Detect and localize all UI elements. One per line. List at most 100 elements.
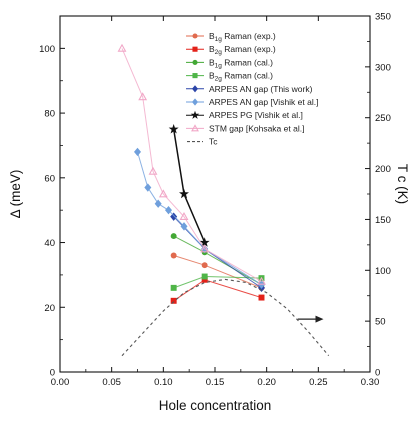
y-left-axis-title: Δ (meV) <box>8 170 23 219</box>
data-point <box>180 222 188 231</box>
x-tick-label: 0.30 <box>361 377 380 388</box>
legend-label-main: ARPES AN gap [Vishik et al.] <box>209 97 318 107</box>
series-3 <box>170 273 265 291</box>
legend-marker <box>192 46 198 52</box>
y-right-tick-label: 300 <box>375 62 391 73</box>
legend-entry: B1g Raman (cal.) <box>186 57 273 69</box>
legend-label: STM gap [Kohsaka et al.] <box>209 123 304 133</box>
legend-marker <box>192 85 198 93</box>
legend-entry: ARPES PG [Vishik et al.] <box>186 110 303 120</box>
legend-marker <box>192 98 198 106</box>
data-point <box>134 147 141 157</box>
legend-marker <box>191 124 199 132</box>
series-line <box>137 151 262 286</box>
data-point <box>179 212 189 221</box>
legend-label-main: ARPES AN gap (This work) <box>209 84 313 94</box>
series-1 <box>170 276 265 304</box>
x-tick-label: 0.00 <box>51 377 70 388</box>
data-point <box>154 199 162 208</box>
x-tick-label: 0.05 <box>102 377 121 388</box>
legend-label-rest: Raman (cal.) <box>222 57 273 67</box>
series-line <box>121 278 330 357</box>
legend: B1g Raman (exp.)B2g Raman (exp.)B1g Rama… <box>186 31 318 147</box>
data-point <box>200 244 210 253</box>
x-axis-title: Hole concentration <box>159 398 272 413</box>
legend-entry: B1g Raman (exp.) <box>186 31 276 43</box>
legend-entry: ARPES AN gap (This work) <box>186 84 313 94</box>
legend-label-main: B <box>209 44 215 54</box>
legend-label: ARPES AN gap (This work) <box>209 84 313 94</box>
data-point <box>168 124 179 134</box>
legend-label: B2g Raman (exp.) <box>209 44 276 56</box>
tick-layer: 0.00 0.05 0.10 0.15 0.20 0.25 0.30020406080100… <box>39 12 391 389</box>
y-right-tick-label: 100 <box>375 266 391 277</box>
legend-label-sub: 2g <box>215 49 223 56</box>
data-point <box>170 297 177 304</box>
data-point <box>158 189 168 198</box>
legend-marker <box>190 110 200 119</box>
data-point <box>138 92 148 101</box>
y-right-tick-label: 250 <box>375 113 391 124</box>
data-point <box>179 188 189 199</box>
legend-label-main: ARPES PG [Vishik et al.] <box>209 110 303 120</box>
x-tick-label: 0.10 <box>154 377 173 388</box>
y-left-tick-label: 0 <box>50 368 55 379</box>
y-right-axis-title: T c (K) <box>395 164 410 204</box>
legend-entry: B2g Raman (exp.) <box>186 44 276 56</box>
series-6 <box>168 124 210 247</box>
y-right-tick-label: 350 <box>375 12 391 23</box>
legend-label-rest: Raman (exp.) <box>222 44 276 54</box>
data-point <box>201 273 208 280</box>
legend-label-main: B <box>209 57 215 67</box>
data-point <box>117 43 127 52</box>
data-point <box>257 276 266 285</box>
data-point <box>144 183 152 192</box>
data-point <box>165 205 172 215</box>
legend-label-main: Tc <box>209 137 218 147</box>
x-tick-label: 0.20 <box>257 377 276 388</box>
y-left-tick-label: 80 <box>44 109 55 120</box>
legend-label: ARPES PG [Vishik et al.] <box>209 110 303 120</box>
legend-label-sub: 2g <box>215 76 223 83</box>
data-point <box>170 284 177 291</box>
legend-label: ARPES AN gap [Vishik et al.] <box>209 97 318 107</box>
legend-marker <box>192 73 198 79</box>
legend-label: B1g Raman (exp.) <box>209 31 276 43</box>
data-point <box>199 237 210 247</box>
legend-entry: B2g Raman (cal.) <box>186 71 273 83</box>
y-right-tick-label: 50 <box>375 317 386 328</box>
legend-marker <box>192 59 198 65</box>
legend-label: B1g Raman (cal.) <box>209 57 273 69</box>
legend-label-main: B <box>209 71 215 81</box>
data-point <box>170 212 178 221</box>
x-tick-label: 0.25 <box>309 377 328 388</box>
data-point <box>148 166 158 175</box>
y-left-tick-label: 40 <box>44 238 55 249</box>
y-right-tick-label: 0 <box>375 368 380 379</box>
series-7 <box>117 43 266 285</box>
tc-axis-arrow <box>297 315 324 323</box>
legend-label-main: B <box>209 31 215 41</box>
y-right-tick-label: 150 <box>375 215 391 226</box>
arrow-head <box>315 315 324 323</box>
legend-entry: STM gap [Kohsaka et al.] <box>186 123 304 133</box>
data-point <box>201 276 208 283</box>
legend-label: Tc <box>209 137 218 147</box>
legend-entry: Tc <box>187 137 218 147</box>
data-point <box>201 262 208 269</box>
legend-label-main: STM gap [Kohsaka et al.] <box>209 123 304 133</box>
data-point <box>258 294 265 301</box>
data-point <box>170 233 177 240</box>
y-right-tick-label: 200 <box>375 164 391 175</box>
legend-label: B2g Raman (cal.) <box>209 71 273 83</box>
y-left-tick-label: 60 <box>44 173 55 184</box>
legend-label-sub: 1g <box>215 36 223 43</box>
x-tick-label: 0.15 <box>206 377 225 388</box>
data-point <box>170 252 177 259</box>
y-left-tick-label: 100 <box>39 44 55 55</box>
legend-entry: ARPES AN gap [Vishik et al.] <box>186 97 318 107</box>
series-8 <box>121 278 330 357</box>
legend-marker <box>192 33 198 39</box>
